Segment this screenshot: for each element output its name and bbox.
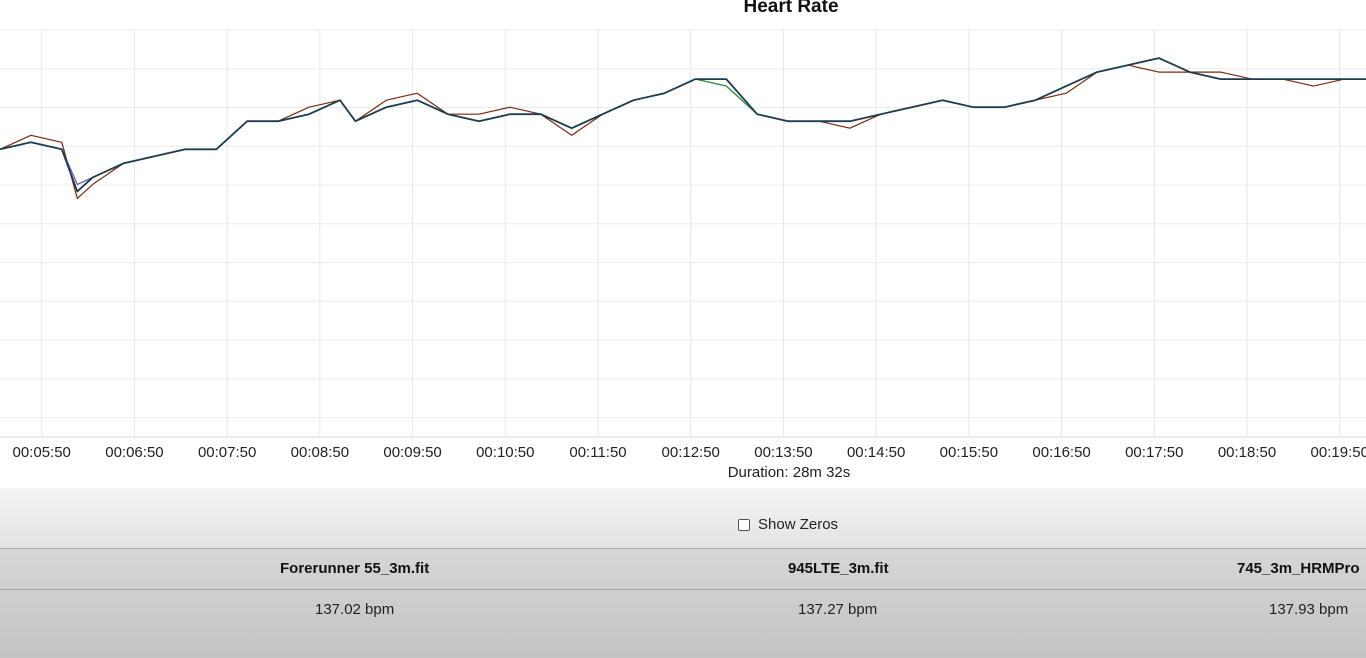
x-tick-label: 00:11:50 <box>569 444 626 461</box>
x-tick-label: 00:09:50 <box>383 444 441 461</box>
x-tick-label: 00:08:50 <box>291 444 349 461</box>
table-cell-745-hrmpro-avg: 137.93 bpm <box>1269 601 1349 618</box>
x-tick-label: 00:13:50 <box>754 444 812 461</box>
x-tick-label: 00:19:50 <box>1311 444 1366 461</box>
x-tick-label: 00:06:50 <box>105 444 163 461</box>
x-tick-label: 00:14:50 <box>847 444 905 461</box>
x-tick-label: 00:16:50 <box>1032 444 1090 461</box>
series-line-3 <box>0 57 1366 192</box>
table-header-745-hrmpro: 745_3m_HRMPro <box>1237 560 1360 577</box>
show-zeros-checkbox[interactable] <box>738 518 750 531</box>
summary-table <box>0 548 1366 658</box>
table-header-forerunner-55: Forerunner 55_3m.fit <box>280 560 430 577</box>
show-zeros-label: Show Zeros <box>758 516 839 533</box>
heart-rate-chart: 00:05:50 00:06:50 00:07:50 00:08:50 00:09:50… <box>0 29 1366 461</box>
chart-title: Heart Rate <box>743 0 839 17</box>
x-tick-label: 00:17:50 <box>1125 444 1183 461</box>
x-tick-label: 00:18:50 <box>1218 444 1276 461</box>
table-cell-945lte-avg: 137.27 bpm <box>798 601 878 618</box>
table-cell-forerunner-55-avg: 137.02 bpm <box>315 601 395 618</box>
x-tick-label: 00:07:50 <box>198 444 256 461</box>
table-header-945lte: 945LTE_3m.fit <box>788 560 889 577</box>
table-divider <box>0 589 1366 590</box>
x-tick-label: 00:15:50 <box>940 444 998 461</box>
x-tick-label: 00:05:50 <box>13 444 71 461</box>
series-line-4 <box>0 57 1366 193</box>
x-tick-label: 00:10:50 <box>476 444 534 461</box>
series-line-2 <box>0 57 1366 185</box>
show-zeros-toggle[interactable]: Show Zeros <box>738 516 838 533</box>
x-tick-label: 00:12:50 <box>662 444 720 461</box>
x-axis-label: Duration: 28m 32s <box>727 464 851 481</box>
table-divider <box>0 548 1366 549</box>
controls-band <box>0 488 1366 548</box>
